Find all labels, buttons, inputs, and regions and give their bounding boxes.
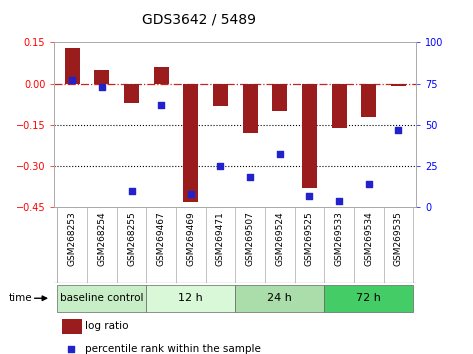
- Bar: [324, 285, 413, 312]
- Bar: [154, 67, 168, 84]
- Point: [187, 191, 194, 197]
- Text: GSM269471: GSM269471: [216, 211, 225, 266]
- Text: percentile rank within the sample: percentile rank within the sample: [85, 344, 261, 354]
- Text: GSM268255: GSM268255: [127, 211, 136, 266]
- Bar: [95, 70, 109, 84]
- Point: [335, 198, 343, 203]
- Bar: [184, 84, 198, 202]
- Bar: [272, 84, 287, 111]
- Point: [158, 102, 165, 108]
- Text: GSM269534: GSM269534: [364, 211, 373, 266]
- Text: time: time: [9, 293, 32, 303]
- Text: GDS3642 / 5489: GDS3642 / 5489: [141, 12, 256, 27]
- Text: GSM269533: GSM269533: [334, 211, 343, 266]
- Text: 12 h: 12 h: [178, 293, 203, 303]
- Point: [217, 163, 224, 169]
- Point: [128, 188, 135, 193]
- Text: 24 h: 24 h: [267, 293, 292, 303]
- Bar: [213, 84, 228, 105]
- Bar: [391, 84, 406, 86]
- Point: [276, 152, 284, 157]
- Text: GSM269535: GSM269535: [394, 211, 403, 266]
- Point: [306, 193, 313, 198]
- Bar: [61, 319, 81, 334]
- Bar: [57, 285, 146, 312]
- Text: GSM269524: GSM269524: [275, 211, 284, 266]
- Point: [246, 175, 254, 180]
- Point: [365, 181, 373, 187]
- Text: GSM268254: GSM268254: [97, 211, 106, 266]
- Text: GSM269467: GSM269467: [157, 211, 166, 266]
- Point: [68, 346, 75, 352]
- Point: [394, 127, 402, 132]
- Text: 72 h: 72 h: [356, 293, 381, 303]
- Bar: [124, 84, 139, 103]
- Text: GSM268253: GSM268253: [68, 211, 77, 266]
- Point: [98, 84, 105, 90]
- Bar: [332, 84, 347, 127]
- Text: baseline control: baseline control: [60, 293, 144, 303]
- Point: [69, 78, 76, 83]
- Bar: [146, 285, 236, 312]
- Text: GSM269507: GSM269507: [245, 211, 254, 266]
- Bar: [243, 84, 258, 133]
- Text: GSM269525: GSM269525: [305, 211, 314, 266]
- Bar: [302, 84, 317, 188]
- Text: GSM269469: GSM269469: [186, 211, 195, 266]
- Bar: [361, 84, 376, 116]
- Text: log ratio: log ratio: [85, 321, 129, 331]
- Bar: [65, 48, 79, 84]
- Bar: [236, 285, 324, 312]
